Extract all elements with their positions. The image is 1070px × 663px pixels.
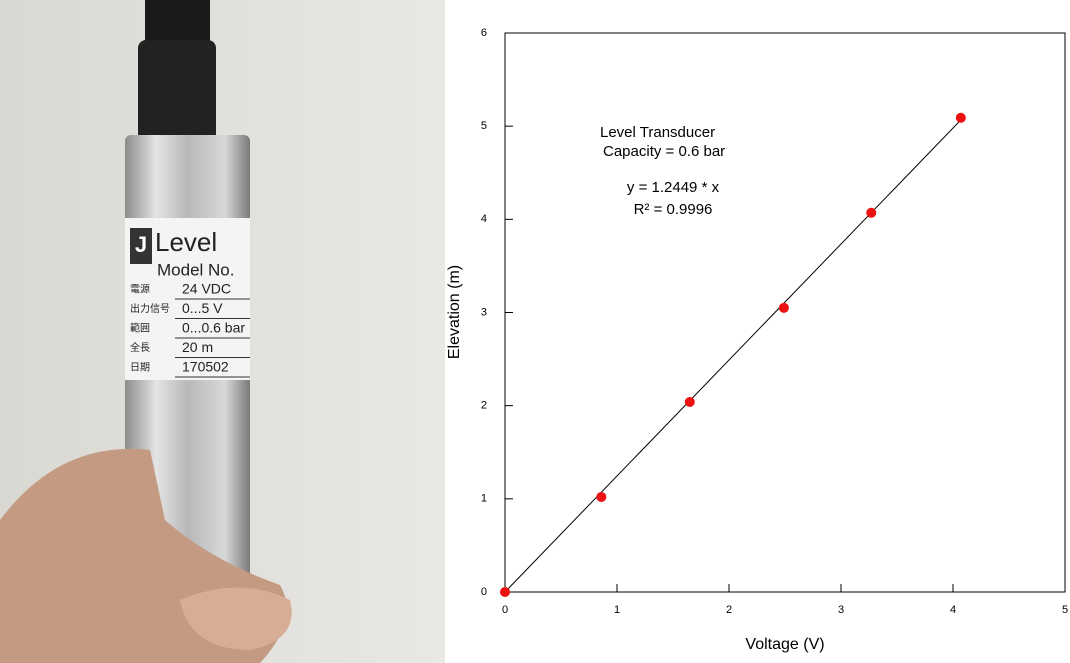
annotation: R² = 0.9996 bbox=[634, 201, 713, 218]
point bbox=[778, 302, 789, 313]
annotation: Capacity = 0.6 bar bbox=[603, 143, 725, 160]
annotation: y = 1.2449 * x bbox=[627, 179, 720, 196]
photo-row-key: 出力信号 bbox=[130, 302, 170, 315]
x-tick-label: 1 bbox=[614, 604, 620, 616]
x-tick-label: 4 bbox=[950, 604, 956, 616]
photo-row-key: 電源 bbox=[130, 283, 150, 296]
photo-row-key: 全長 bbox=[130, 341, 150, 354]
photo-row-value: 0...0.6 bar bbox=[182, 320, 245, 336]
photo-row-value: 170502 bbox=[182, 359, 229, 375]
photo-row-value: 20 m bbox=[182, 339, 213, 355]
photo-model: Model No. bbox=[157, 260, 234, 279]
cable-boot bbox=[138, 40, 216, 145]
y-tick-label: 0 bbox=[481, 586, 487, 598]
photo: J Level Model No. 電源 24 VDC 出力信号 0...5 V 範囲 0… bbox=[0, 0, 445, 663]
fit-line bbox=[504, 119, 962, 593]
point bbox=[866, 207, 877, 218]
thumb bbox=[180, 587, 292, 650]
photo-title: Level bbox=[155, 227, 217, 257]
x-tick-label: 2 bbox=[726, 604, 732, 616]
point bbox=[596, 491, 607, 502]
y-tick-label: 3 bbox=[481, 306, 487, 318]
logo bbox=[130, 228, 152, 264]
photo-row-key: 日期 bbox=[130, 362, 150, 374]
y-tick-label: 2 bbox=[481, 400, 487, 412]
y-tick-label: 4 bbox=[481, 213, 487, 225]
photo-row-value: 24 VDC bbox=[182, 281, 231, 297]
photo-row-value: 0...5 V bbox=[182, 300, 223, 316]
y-axis-label: Elevation (m) bbox=[446, 265, 463, 359]
y-tick-label: 1 bbox=[481, 493, 487, 505]
y-tick-label: 6 bbox=[481, 27, 487, 39]
x-tick-label: 3 bbox=[838, 604, 844, 616]
x-tick-label: 0 bbox=[502, 604, 508, 616]
x-axis-label: Voltage (V) bbox=[745, 636, 824, 653]
point bbox=[955, 112, 966, 123]
point bbox=[500, 587, 510, 597]
logo-text: J bbox=[135, 232, 147, 257]
point bbox=[684, 396, 695, 407]
annotation: Level Transducer bbox=[600, 124, 715, 141]
photo-rows: 電源 24 VDC 出力信号 0...5 V 範囲 0...0.6 bar 全長 20 m 日期… bbox=[130, 281, 250, 378]
x-tick-label: 5 bbox=[1062, 604, 1068, 616]
y-tick-label: 5 bbox=[481, 120, 487, 132]
photo-row-key: 範囲 bbox=[130, 322, 150, 335]
